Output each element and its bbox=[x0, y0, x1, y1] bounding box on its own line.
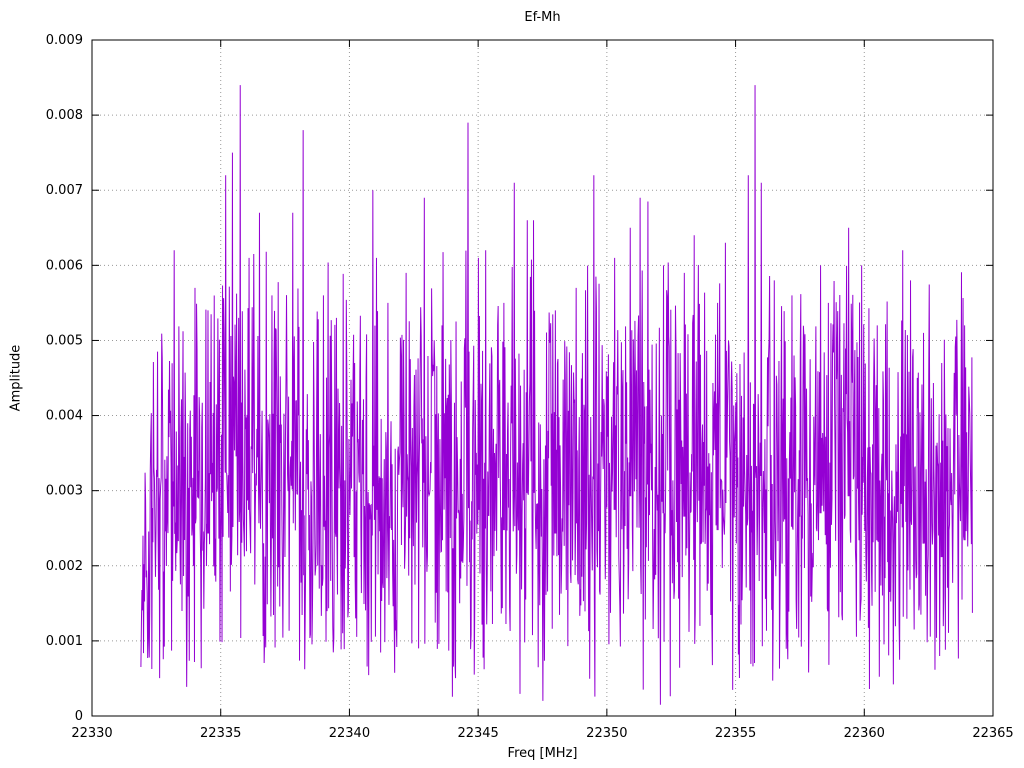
x-tick-label: 22350 bbox=[586, 726, 627, 741]
y-tick-label: 0 bbox=[75, 709, 83, 724]
x-tick-label: 22330 bbox=[71, 726, 112, 741]
chart-title: Ef-Mh bbox=[524, 10, 561, 25]
y-tick-label: 0.003 bbox=[46, 484, 83, 499]
y-tick-label: 0.002 bbox=[46, 559, 83, 574]
x-tick-label: 22365 bbox=[972, 726, 1013, 741]
y-tick-label: 0.006 bbox=[46, 258, 83, 273]
x-tick-label: 22335 bbox=[200, 726, 241, 741]
y-tick-label: 0.005 bbox=[46, 333, 83, 348]
x-axis-title: Freq [MHz] bbox=[507, 746, 578, 761]
y-axis-title-text: Amplitude bbox=[8, 344, 24, 412]
y-tick-label: 0.008 bbox=[46, 108, 83, 123]
x-tick-label: 22340 bbox=[329, 726, 370, 741]
y-tick-label: 0.004 bbox=[46, 409, 83, 424]
series-line bbox=[140, 85, 973, 705]
x-tick-label: 22345 bbox=[457, 726, 498, 741]
x-tick-label: 22360 bbox=[844, 726, 885, 741]
plot-border bbox=[91, 39, 994, 717]
x-tick-label: 22355 bbox=[715, 726, 756, 741]
y-tick-label: 0.007 bbox=[46, 183, 83, 198]
y-tick-label: 0.009 bbox=[46, 33, 83, 48]
y-tick-label: 0.001 bbox=[46, 634, 83, 649]
